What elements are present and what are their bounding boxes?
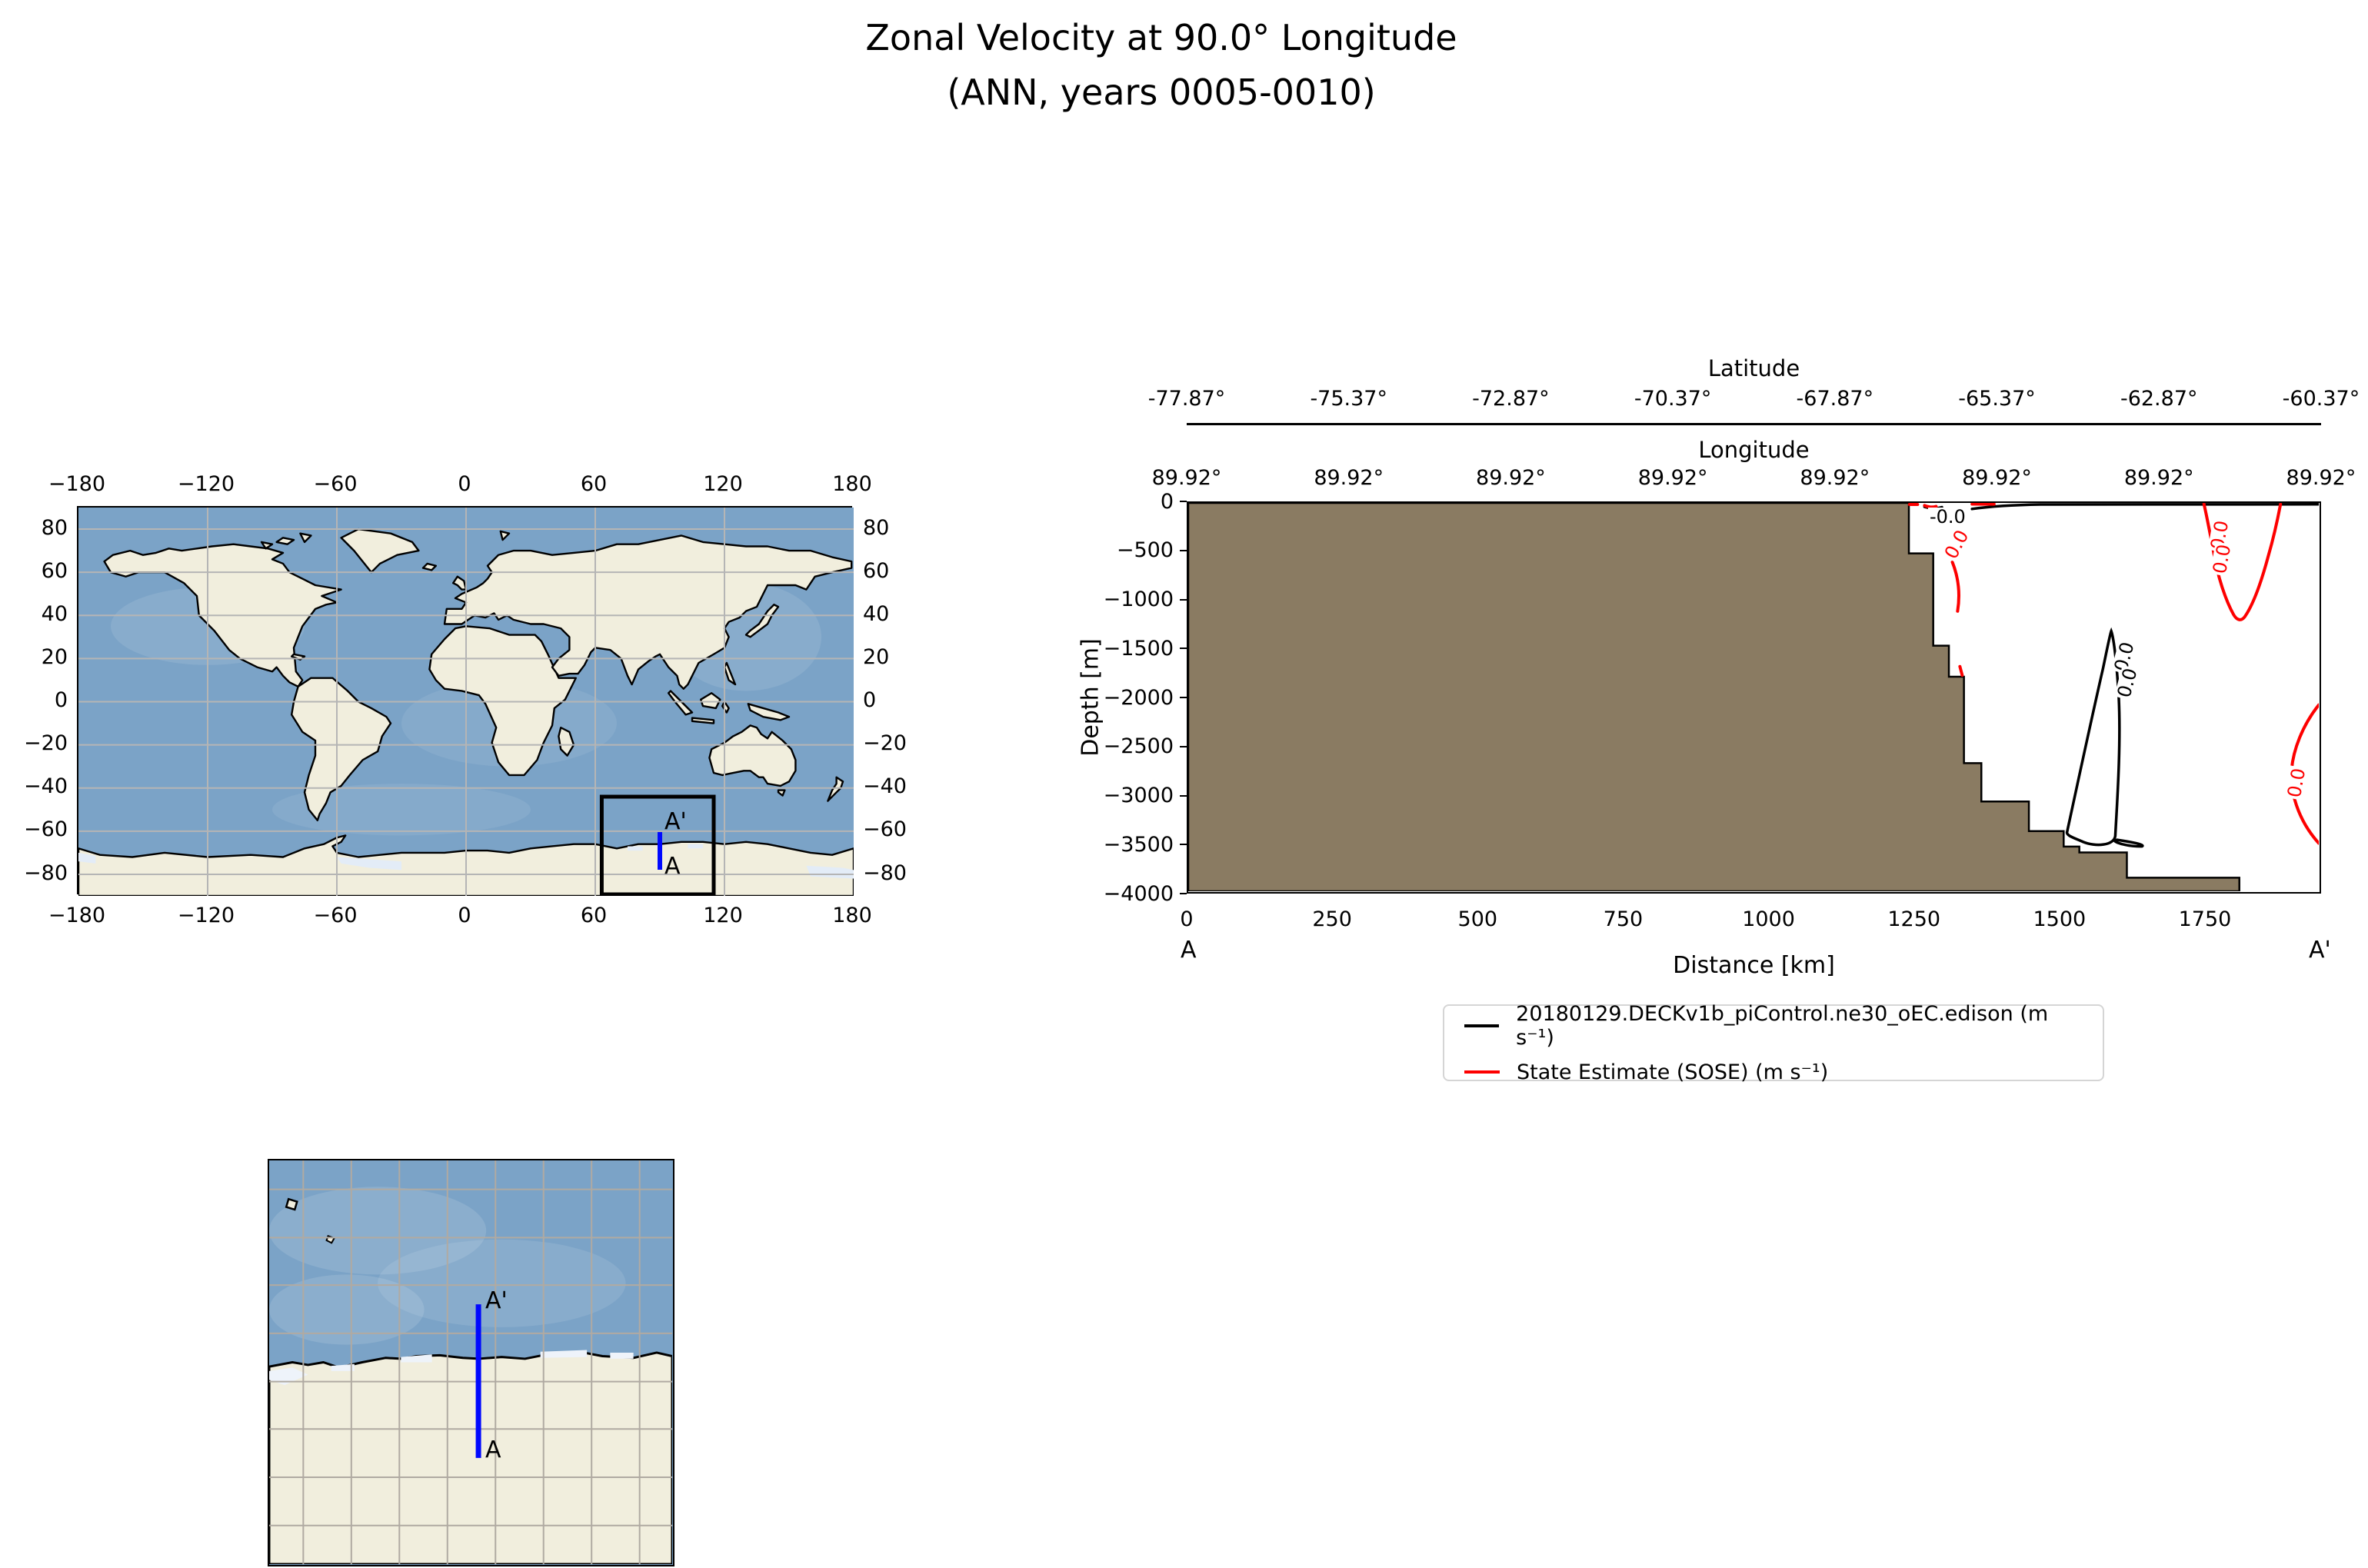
inset-a-label: A <box>485 1437 501 1463</box>
bathymetry-fill <box>1188 503 2240 891</box>
section-xlabel: Distance [km] <box>1673 952 1835 979</box>
section-distance-tick-labels: 0 250 500 750 1000 1250 1500 1750 <box>1180 907 2232 931</box>
section-canvas <box>1188 503 2319 891</box>
contour-label-red-zero: 0.0 <box>2208 541 2236 577</box>
section-lon-axis-title: Longitude <box>1698 437 1810 463</box>
section-lon-tick-labels: 89.92° 89.92° 89.92° 89.92° 89.92° 89.92° 89.9… <box>1151 466 2356 490</box>
legend: 20180129.DECKv1b_piControl.ne30_oEC.edis… <box>1443 1002 2104 1084</box>
inset-map: A' A <box>268 1159 674 1566</box>
legend-entry-model: 20180129.DECKv1b_piControl.ne30_oEC.edis… <box>1464 1002 2083 1050</box>
red-line-swatch <box>1464 1070 1500 1074</box>
section-plot: -0.0 0.0 0.0 0.0 0.0 0.0 0.0 <box>1187 501 2321 894</box>
world-map: A' A <box>77 506 854 896</box>
legend-entry-sose: State Estimate (SOSE) (m s⁻¹) <box>1464 1060 2083 1084</box>
inset-map-canvas <box>269 1160 672 1564</box>
transect-end-label: A' <box>664 808 687 835</box>
black-line-swatch <box>1464 1024 1500 1027</box>
section-distance-tick-marks <box>1187 895 2205 902</box>
inset-land <box>269 1352 672 1564</box>
figure-title: Zonal Velocity at 90.0° Longitude (ANN, … <box>585 11 1738 121</box>
world-map-canvas <box>78 508 854 896</box>
world-map-right-tick-labels: 80 60 40 20 0 −20 −40 −60 −80 <box>863 515 907 885</box>
section-depth-tick-labels: 0 −500 −1000 −1500 −2000 −2500 −3000 −3500 −4000 <box>1103 489 1174 906</box>
legend-label-sose: State Estimate (SOSE) (m s⁻¹) <box>1517 1060 1829 1084</box>
contour-label-black-neg-zero: -0.0 <box>1928 506 1967 528</box>
section-depth-tick-marks <box>1180 501 1187 894</box>
section-lat-tick-labels: -77.87° -75.37° -72.87° -70.37° -67.87° -65.3… <box>1147 387 2360 411</box>
inset-a-prime-label: A' <box>485 1287 508 1314</box>
figure-title-line2: (ANN, years 0005-0010) <box>947 72 1376 114</box>
transect-start-label: A <box>664 853 681 880</box>
world-map-top-tick-labels: −180 −120 −60 0 60 120 180 <box>48 472 872 496</box>
legend-label-model: 20180129.DECKv1b_piControl.ne30_oEC.edis… <box>1516 1001 2049 1050</box>
section-lat-axis-line <box>1187 423 2321 425</box>
section-corner-a-prime: A' <box>2309 937 2331 964</box>
section-ylabel: Depth [m] <box>1077 638 1104 757</box>
world-map-left-tick-labels: 80 60 40 20 0 −20 −40 −60 −80 <box>24 515 68 885</box>
contour-label-red-zero: 0.0 <box>2283 765 2310 801</box>
world-map-bottom-tick-labels: −180 −120 −60 0 60 120 180 <box>48 904 872 927</box>
inset-extent-box <box>601 797 714 894</box>
figure-title-line1: Zonal Velocity at 90.0° Longitude <box>865 17 1457 58</box>
section-corner-a: A <box>1181 937 1197 964</box>
section-lon-tick-marks <box>1187 494 2321 501</box>
section-lat-axis-title: Latitude <box>1707 355 1800 381</box>
